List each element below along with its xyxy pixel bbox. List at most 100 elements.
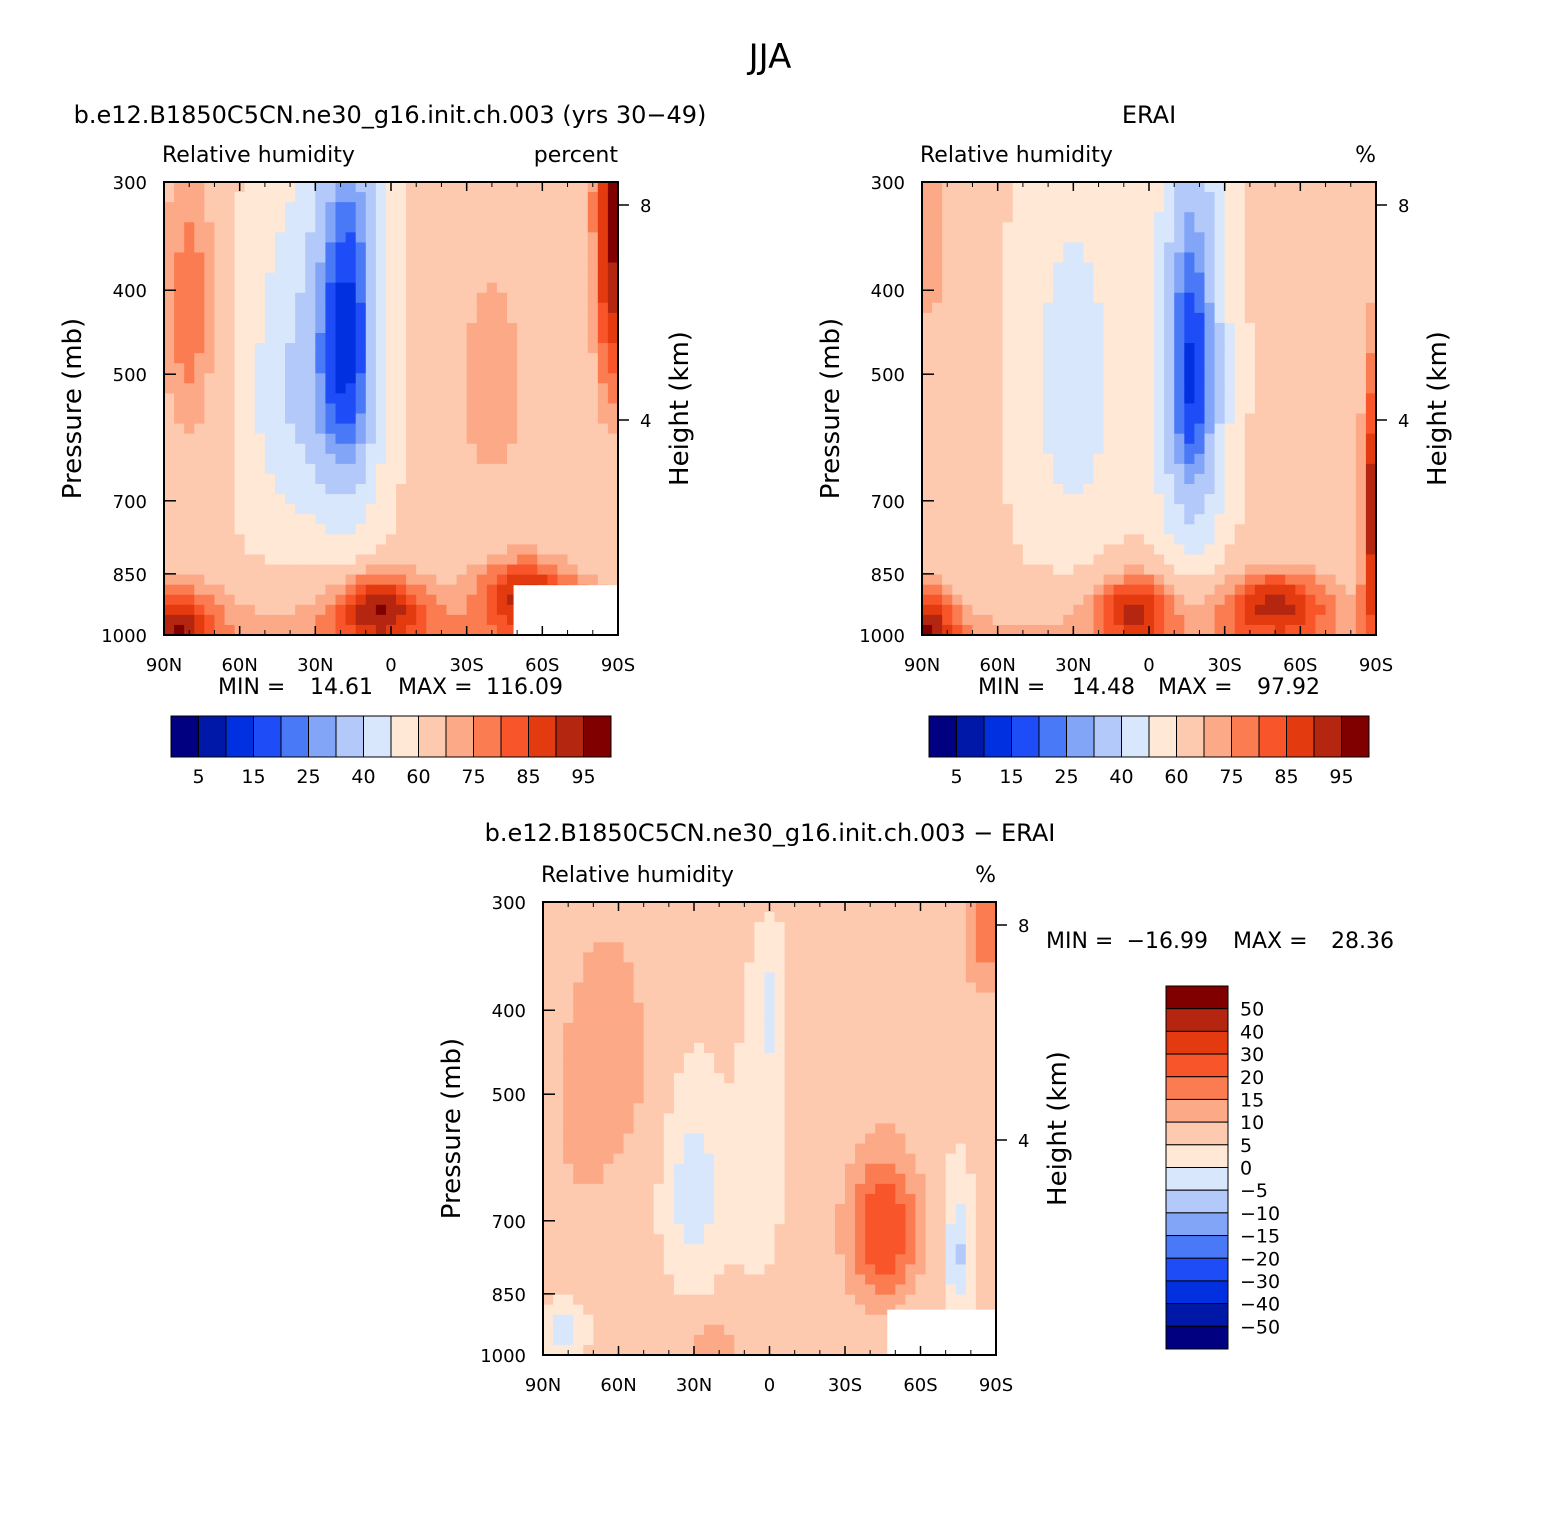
field-cell <box>543 932 554 943</box>
field-cell <box>563 1284 574 1296</box>
field-cell <box>396 182 407 193</box>
field-cell <box>673 982 685 994</box>
field-cell <box>486 272 498 284</box>
field-cell <box>603 1294 615 1306</box>
field-cell <box>567 333 579 344</box>
field-cell <box>922 302 933 314</box>
field-cell <box>922 453 933 465</box>
field-cell <box>1083 604 1095 616</box>
field-cell <box>184 423 195 435</box>
field-cell <box>1083 484 1095 495</box>
field-cell <box>543 1324 554 1336</box>
field-cell <box>375 393 387 405</box>
field-cell <box>396 524 407 535</box>
field-cell <box>1032 463 1044 475</box>
field-cell <box>254 333 266 344</box>
field-cell <box>1123 292 1135 304</box>
field-cell <box>573 932 584 943</box>
field-cell <box>972 262 984 274</box>
field-cell <box>623 1344 635 1356</box>
field-cell <box>1234 242 1246 254</box>
field-cell <box>1244 312 1256 324</box>
field-cell <box>416 544 427 556</box>
field-cell <box>962 383 974 394</box>
field-cell <box>204 463 216 475</box>
units-string: % <box>1355 143 1376 168</box>
field-cell <box>663 912 675 923</box>
field-cell <box>1002 544 1014 556</box>
field-cell <box>214 232 226 243</box>
colorbar-box <box>956 715 985 758</box>
field-cell <box>1254 232 1266 243</box>
field-cell <box>517 453 528 465</box>
field-cell <box>164 584 175 596</box>
field-cell <box>436 413 448 425</box>
field-cell <box>285 433 296 445</box>
field-cell <box>583 1103 594 1114</box>
field-cell <box>1043 202 1054 213</box>
field-cell <box>623 1294 635 1306</box>
field-cell <box>315 524 327 535</box>
field-cell <box>355 423 367 435</box>
field-cell <box>456 182 468 193</box>
field-cell <box>932 242 943 254</box>
field-cell <box>607 534 619 545</box>
field-cell <box>1083 272 1095 284</box>
field-cell <box>1365 403 1377 415</box>
field-cell <box>1184 584 1195 596</box>
field-cell <box>1063 333 1074 344</box>
field-cell <box>587 302 599 314</box>
field-cell <box>1164 343 1175 354</box>
field-cell <box>553 1183 564 1195</box>
field-cell <box>1043 484 1054 495</box>
field-cell <box>295 383 306 394</box>
field-cell <box>1032 574 1044 586</box>
field-cell <box>496 262 508 274</box>
field-cell <box>406 504 417 515</box>
field-cell <box>486 564 498 576</box>
field-cell <box>234 312 246 324</box>
field-cell <box>553 912 564 923</box>
field-cell <box>1275 504 1286 515</box>
field-cell <box>164 353 175 364</box>
field-cell <box>416 262 427 274</box>
field-cell <box>962 413 974 425</box>
field-cell <box>694 1254 705 1265</box>
field-cell <box>1053 252 1064 264</box>
field-cell <box>1204 524 1216 535</box>
field-cell <box>174 524 185 535</box>
field-cell <box>683 1032 695 1044</box>
field-cell <box>1143 514 1155 525</box>
field-cell <box>597 463 609 475</box>
field-cell <box>1113 494 1125 505</box>
field-cell <box>1043 554 1054 566</box>
field-cell <box>1244 282 1256 294</box>
field-cell <box>416 343 427 354</box>
field-cell <box>1133 312 1145 324</box>
field-cell <box>365 182 377 193</box>
field-cell <box>1043 494 1054 505</box>
field-cell <box>587 484 599 495</box>
field-cell <box>1275 292 1286 304</box>
field-cell <box>174 212 185 223</box>
field-cell <box>607 544 619 556</box>
field-cell <box>633 1334 645 1346</box>
field-cell <box>1254 463 1266 475</box>
field-cell <box>603 1123 615 1135</box>
field-cell <box>942 302 953 314</box>
field-cell <box>224 272 236 284</box>
field-cell <box>375 463 387 475</box>
field-cell <box>325 343 337 354</box>
field-cell <box>396 383 407 394</box>
field-cell <box>1123 373 1135 384</box>
field-cell <box>365 242 377 254</box>
field-cell <box>224 584 236 596</box>
field-cell <box>537 453 548 465</box>
field-cell <box>305 554 316 566</box>
field-cell <box>673 1073 685 1084</box>
field-cell <box>952 383 963 394</box>
field-cell <box>1012 564 1024 576</box>
field-cell <box>406 544 417 556</box>
field-cell <box>204 302 216 314</box>
field-cell <box>593 1324 604 1336</box>
